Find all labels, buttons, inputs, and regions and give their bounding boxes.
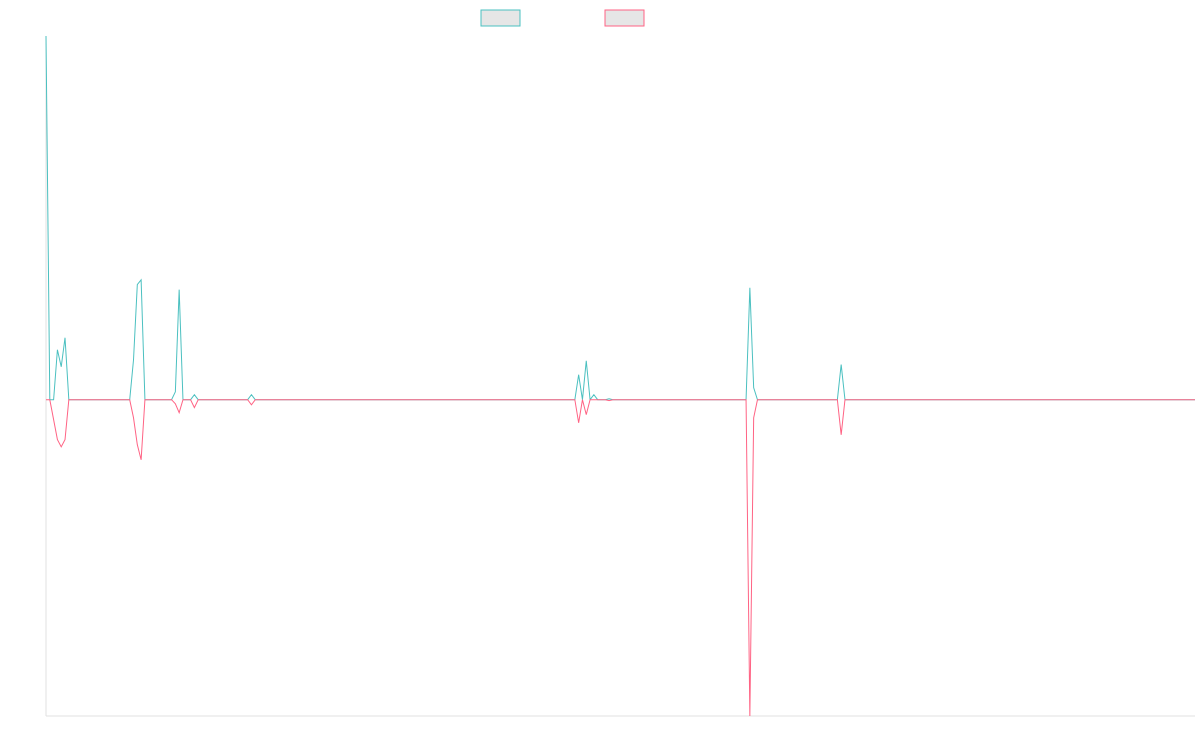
legend-swatch (604, 9, 645, 27)
legend-swatch (480, 9, 521, 27)
series-line (45, 35, 1195, 402)
series-line (46, 399, 1195, 717)
